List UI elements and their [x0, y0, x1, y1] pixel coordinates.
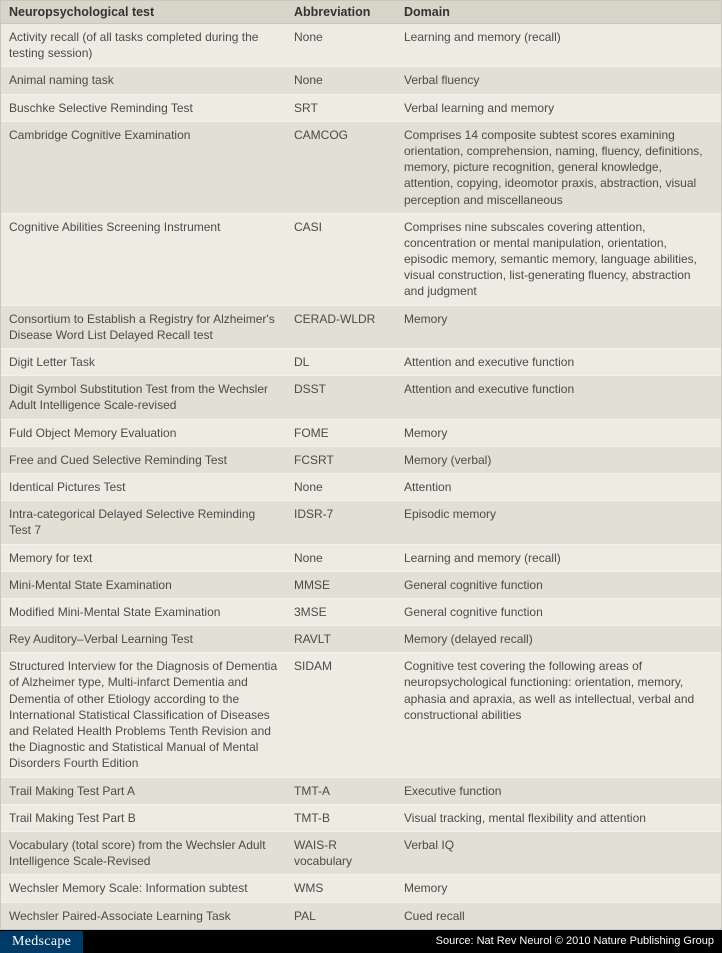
cell-abbrev: WAIS-R vocabulary [286, 831, 396, 874]
cell-domain: Cued recall [396, 902, 721, 929]
cell-test: Trail Making Test Part B [1, 804, 286, 831]
table-body: Activity recall (of all tasks completed … [1, 24, 721, 929]
cell-abbrev: FCSRT [286, 446, 396, 473]
cell-domain: Attention and executive function [396, 376, 721, 419]
cell-abbrev: SRT [286, 94, 396, 121]
table-row: Cognitive Abilities Screening Instrument… [1, 213, 721, 305]
footer-brand: Medscape [0, 931, 83, 953]
cell-abbrev: RAVLT [286, 626, 396, 653]
cell-abbrev: DL [286, 349, 396, 376]
cell-test: Modified Mini-Mental State Examination [1, 598, 286, 625]
cell-test: Digit Symbol Substitution Test from the … [1, 376, 286, 419]
table-row: Fuld Object Memory EvaluationFOMEMemory [1, 419, 721, 446]
cell-test: Wechsler Memory Scale: Information subte… [1, 875, 286, 902]
cell-abbrev: CASI [286, 213, 396, 305]
cell-domain: Memory [396, 305, 721, 348]
cell-domain: Episodic memory [396, 501, 721, 544]
cell-abbrev: 3MSE [286, 598, 396, 625]
table-row: Mini-Mental State ExaminationMMSEGeneral… [1, 571, 721, 598]
cell-domain: Comprises nine subscales covering attent… [396, 213, 721, 305]
table-row: Activity recall (of all tasks completed … [1, 24, 721, 67]
table-header-row: Neuropsychological test Abbreviation Dom… [1, 1, 721, 24]
cell-domain: Memory (delayed recall) [396, 626, 721, 653]
col-header-test: Neuropsychological test [1, 1, 286, 24]
cell-test: Consortium to Establish a Registry for A… [1, 305, 286, 348]
cell-test: Fuld Object Memory Evaluation [1, 419, 286, 446]
table-row: Wechsler Paired-Associate Learning TaskP… [1, 902, 721, 929]
cell-domain: Cognitive test covering the following ar… [396, 653, 721, 777]
cell-abbrev: TMT-B [286, 804, 396, 831]
cell-domain: Attention [396, 473, 721, 500]
cell-test: Activity recall (of all tasks completed … [1, 24, 286, 67]
cell-test: Cognitive Abilities Screening Instrument [1, 213, 286, 305]
table-row: Modified Mini-Mental State Examination3M… [1, 598, 721, 625]
cell-test: Mini-Mental State Examination [1, 571, 286, 598]
cell-test: Free and Cued Selective Reminding Test [1, 446, 286, 473]
cell-abbrev: MMSE [286, 571, 396, 598]
neuropsych-test-table-container: Neuropsychological test Abbreviation Dom… [0, 0, 722, 930]
cell-test: Cambridge Cognitive Examination [1, 121, 286, 213]
cell-abbrev: SIDAM [286, 653, 396, 777]
table-row: Free and Cued Selective Reminding TestFC… [1, 446, 721, 473]
cell-abbrev: FOME [286, 419, 396, 446]
table-row: Digit Letter TaskDLAttention and executi… [1, 349, 721, 376]
cell-domain: Attention and executive function [396, 349, 721, 376]
cell-abbrev: PAL [286, 902, 396, 929]
cell-abbrev: None [286, 473, 396, 500]
cell-abbrev: None [286, 67, 396, 94]
cell-abbrev: IDSR-7 [286, 501, 396, 544]
footer-bar: Medscape Source: Nat Rev Neurol © 2010 N… [0, 930, 722, 953]
cell-test: Identical Pictures Test [1, 473, 286, 500]
cell-domain: Executive function [396, 777, 721, 804]
cell-abbrev: CERAD-WLDR [286, 305, 396, 348]
cell-test: Structured Interview for the Diagnosis o… [1, 653, 286, 777]
cell-domain: Learning and memory (recall) [396, 544, 721, 571]
table-row: Intra-categorical Delayed Selective Remi… [1, 501, 721, 544]
cell-test: Wechsler Paired-Associate Learning Task [1, 902, 286, 929]
cell-domain: Learning and memory (recall) [396, 24, 721, 67]
col-header-domain: Domain [396, 1, 721, 24]
table-row: Memory for textNoneLearning and memory (… [1, 544, 721, 571]
cell-domain: General cognitive function [396, 571, 721, 598]
cell-test: Rey Auditory–Verbal Learning Test [1, 626, 286, 653]
cell-abbrev: None [286, 24, 396, 67]
cell-test: Buschke Selective Reminding Test [1, 94, 286, 121]
cell-test: Memory for text [1, 544, 286, 571]
cell-abbrev: WMS [286, 875, 396, 902]
table-row: Animal naming taskNoneVerbal fluency [1, 67, 721, 94]
cell-test: Animal naming task [1, 67, 286, 94]
cell-abbrev: DSST [286, 376, 396, 419]
table-row: Cambridge Cognitive ExaminationCAMCOGCom… [1, 121, 721, 213]
cell-domain: Memory [396, 875, 721, 902]
cell-test: Trail Making Test Part A [1, 777, 286, 804]
table-row: Consortium to Establish a Registry for A… [1, 305, 721, 348]
table-row: Identical Pictures TestNoneAttention [1, 473, 721, 500]
cell-abbrev: CAMCOG [286, 121, 396, 213]
col-header-abbrev: Abbreviation [286, 1, 396, 24]
cell-domain: General cognitive function [396, 598, 721, 625]
cell-domain: Verbal learning and memory [396, 94, 721, 121]
cell-domain: Memory [396, 419, 721, 446]
cell-domain: Visual tracking, mental flexibility and … [396, 804, 721, 831]
cell-test: Intra-categorical Delayed Selective Remi… [1, 501, 286, 544]
table-row: Digit Symbol Substitution Test from the … [1, 376, 721, 419]
cell-domain: Memory (verbal) [396, 446, 721, 473]
table-row: Rey Auditory–Verbal Learning TestRAVLTMe… [1, 626, 721, 653]
table-row: Trail Making Test Part BTMT-BVisual trac… [1, 804, 721, 831]
footer-source: Source: Nat Rev Neurol © 2010 Nature Pub… [83, 931, 722, 953]
table-row: Buschke Selective Reminding TestSRTVerba… [1, 94, 721, 121]
table-row: Trail Making Test Part ATMT-AExecutive f… [1, 777, 721, 804]
cell-abbrev: TMT-A [286, 777, 396, 804]
cell-test: Vocabulary (total score) from the Wechsl… [1, 831, 286, 874]
cell-domain: Verbal fluency [396, 67, 721, 94]
cell-domain: Comprises 14 composite subtest scores ex… [396, 121, 721, 213]
table-row: Structured Interview for the Diagnosis o… [1, 653, 721, 777]
cell-abbrev: None [286, 544, 396, 571]
table-row: Vocabulary (total score) from the Wechsl… [1, 831, 721, 874]
cell-domain: Verbal IQ [396, 831, 721, 874]
table-row: Wechsler Memory Scale: Information subte… [1, 875, 721, 902]
cell-test: Digit Letter Task [1, 349, 286, 376]
neuropsych-test-table: Neuropsychological test Abbreviation Dom… [1, 1, 721, 929]
